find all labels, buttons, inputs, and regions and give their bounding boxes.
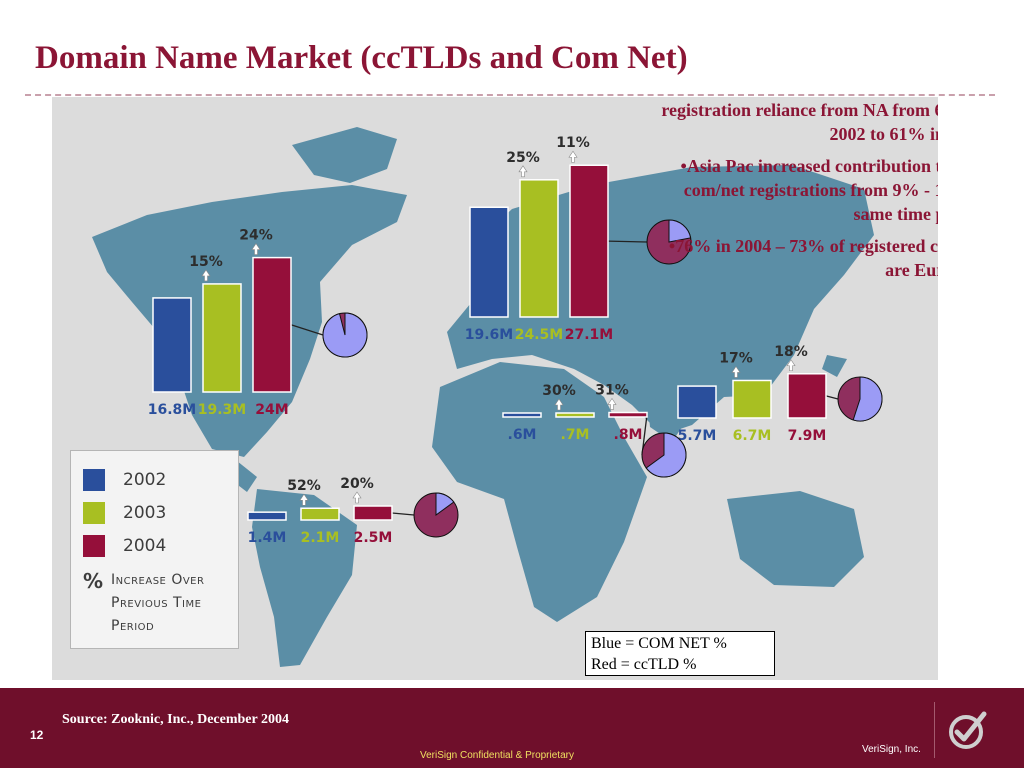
up-arrow-icon <box>518 165 528 178</box>
bar-value-label: 24M <box>255 402 288 418</box>
footer-separator <box>934 702 935 758</box>
bar-2003-region-3 <box>555 412 595 418</box>
percent-increase-label: 24% <box>239 228 273 244</box>
percent-increase-label: 18% <box>774 344 808 360</box>
pie-connector <box>825 395 839 400</box>
bar-value-label: 27.1M <box>565 327 613 343</box>
slide-title: Domain Name Market (ccTLDs and Com Net) <box>35 40 688 76</box>
bar-value-label: 19.6M <box>465 327 513 343</box>
legend-swatch-2004 <box>83 535 105 557</box>
increase-arrows <box>201 150 796 506</box>
bullet-cctld-europe: •76% in 2004 – 73% of registered ccTLDs … <box>668 236 938 280</box>
percent-increase-label: 20% <box>340 476 374 492</box>
bar-value-label: .7M <box>561 427 590 443</box>
pie-connector <box>607 240 648 243</box>
bar-2004-region-4 <box>787 373 827 419</box>
bar-value-label: .6M <box>508 427 537 443</box>
footer-source: Source: Zooknic, Inc., December 2004 <box>62 712 289 727</box>
bar-value-label: 16.8M <box>148 402 196 418</box>
pie-connector <box>290 324 324 336</box>
bar-2003-region-2 <box>519 179 559 318</box>
bar-2002-region-4 <box>677 385 717 419</box>
bar-2003-region-5 <box>300 507 340 521</box>
percent-increase-label: 15% <box>189 254 223 270</box>
pie-charts <box>322 219 883 538</box>
bar-2002-region-2 <box>469 206 509 318</box>
up-arrow-icon <box>251 243 261 255</box>
bar-2004-region-2 <box>569 164 609 318</box>
pie-com-net-slice <box>645 432 687 478</box>
up-arrow-icon <box>299 493 309 506</box>
pie-com-net-slice <box>322 312 368 358</box>
bar-2003-region-4 <box>732 379 772 419</box>
pie-key-blue: Blue = COM NET % <box>591 635 727 652</box>
bar-2002-region-5 <box>247 511 287 521</box>
bar-2004-region-3 <box>608 411 648 418</box>
bullet-list: •Composition Shift in total com/net regi… <box>660 97 938 290</box>
up-arrow-icon <box>731 365 741 378</box>
legend-percent-description: Increase Over Previous Time Period <box>111 572 205 634</box>
company-name: VeriSign, Inc. <box>862 744 921 755</box>
pie-key-red: Red = ccTLD % <box>591 656 697 673</box>
pie-com-net-slice <box>852 376 883 422</box>
legend-label-2003: 2003 <box>123 503 167 523</box>
confidential-notice: VeriSign Confidential & Proprietary <box>420 750 574 761</box>
up-arrow-icon <box>786 359 796 372</box>
legend-percent-symbol: % <box>83 569 104 593</box>
bar-2004-region-1 <box>252 256 292 393</box>
bar-value-label: 6.7M <box>733 428 772 444</box>
chart-legend: 2002 2003 2004 % Increase Over Previous … <box>70 450 239 649</box>
slide-footer: Source: Zooknic, Inc., December 2004 12 … <box>0 688 1024 768</box>
up-arrow-icon <box>554 398 564 411</box>
title-divider <box>25 94 995 96</box>
bar-value-label: 19.3M <box>198 402 246 418</box>
bar-2002-region-3 <box>502 412 542 418</box>
verisign-checkmark-logo <box>949 711 987 749</box>
bar-labels: 16.8M 19.3M 24M 15% 24% 19.6M 24.5M 27.1M 25% 11%… <box>148 135 827 546</box>
bar-value-label: .8M <box>614 427 643 443</box>
bar-value-label: 1.4M <box>248 530 287 546</box>
bar-value-label: 24.5M <box>515 327 563 343</box>
legend-label-2004: 2004 <box>123 536 167 556</box>
bar-2004-region-5 <box>353 505 393 521</box>
bar-2003-region-1 <box>202 283 242 393</box>
bar-value-label: 2.1M <box>301 530 340 546</box>
bar-2002-region-1 <box>152 297 192 393</box>
pie-key-box: Blue = COM NET % Red = ccTLD % <box>585 631 775 676</box>
percent-increase-label: 17% <box>719 350 753 366</box>
percent-increase-label: 30% <box>542 383 576 399</box>
percent-increase-label: 25% <box>506 150 540 166</box>
legend-swatch-2003 <box>83 502 105 524</box>
up-arrow-icon <box>568 150 578 163</box>
pie-com-net-slice <box>668 219 692 243</box>
percent-increase-label: 52% <box>287 478 321 494</box>
pie-com-net-slice <box>435 492 455 516</box>
percent-increase-label: 31% <box>595 383 629 399</box>
bullet-composition-shift: •Composition Shift in total com/net regi… <box>661 100 938 144</box>
page-number: 12 <box>30 728 44 742</box>
legend-swatch-2002 <box>83 469 105 491</box>
up-arrow-icon <box>352 491 362 504</box>
bar-value-label: 5.7M <box>678 428 717 444</box>
bullet-asia-pac: •Asia Pac increased contribution to tota… <box>680 156 938 224</box>
pie-connector <box>391 512 415 516</box>
world-map-chart: 16.8M 19.3M 24M 15% 24% 19.6M 24.5M 27.1M 25% 11%… <box>92 127 883 667</box>
percent-increase-label: 11% <box>556 135 590 151</box>
up-arrow-icon <box>607 397 617 410</box>
bar-value-label: 2.5M <box>354 530 393 546</box>
bar-series <box>152 164 827 521</box>
bar-value-label: 7.9M <box>788 428 827 444</box>
up-arrow-icon <box>201 269 211 282</box>
legend-label-2002: 2002 <box>123 470 167 490</box>
